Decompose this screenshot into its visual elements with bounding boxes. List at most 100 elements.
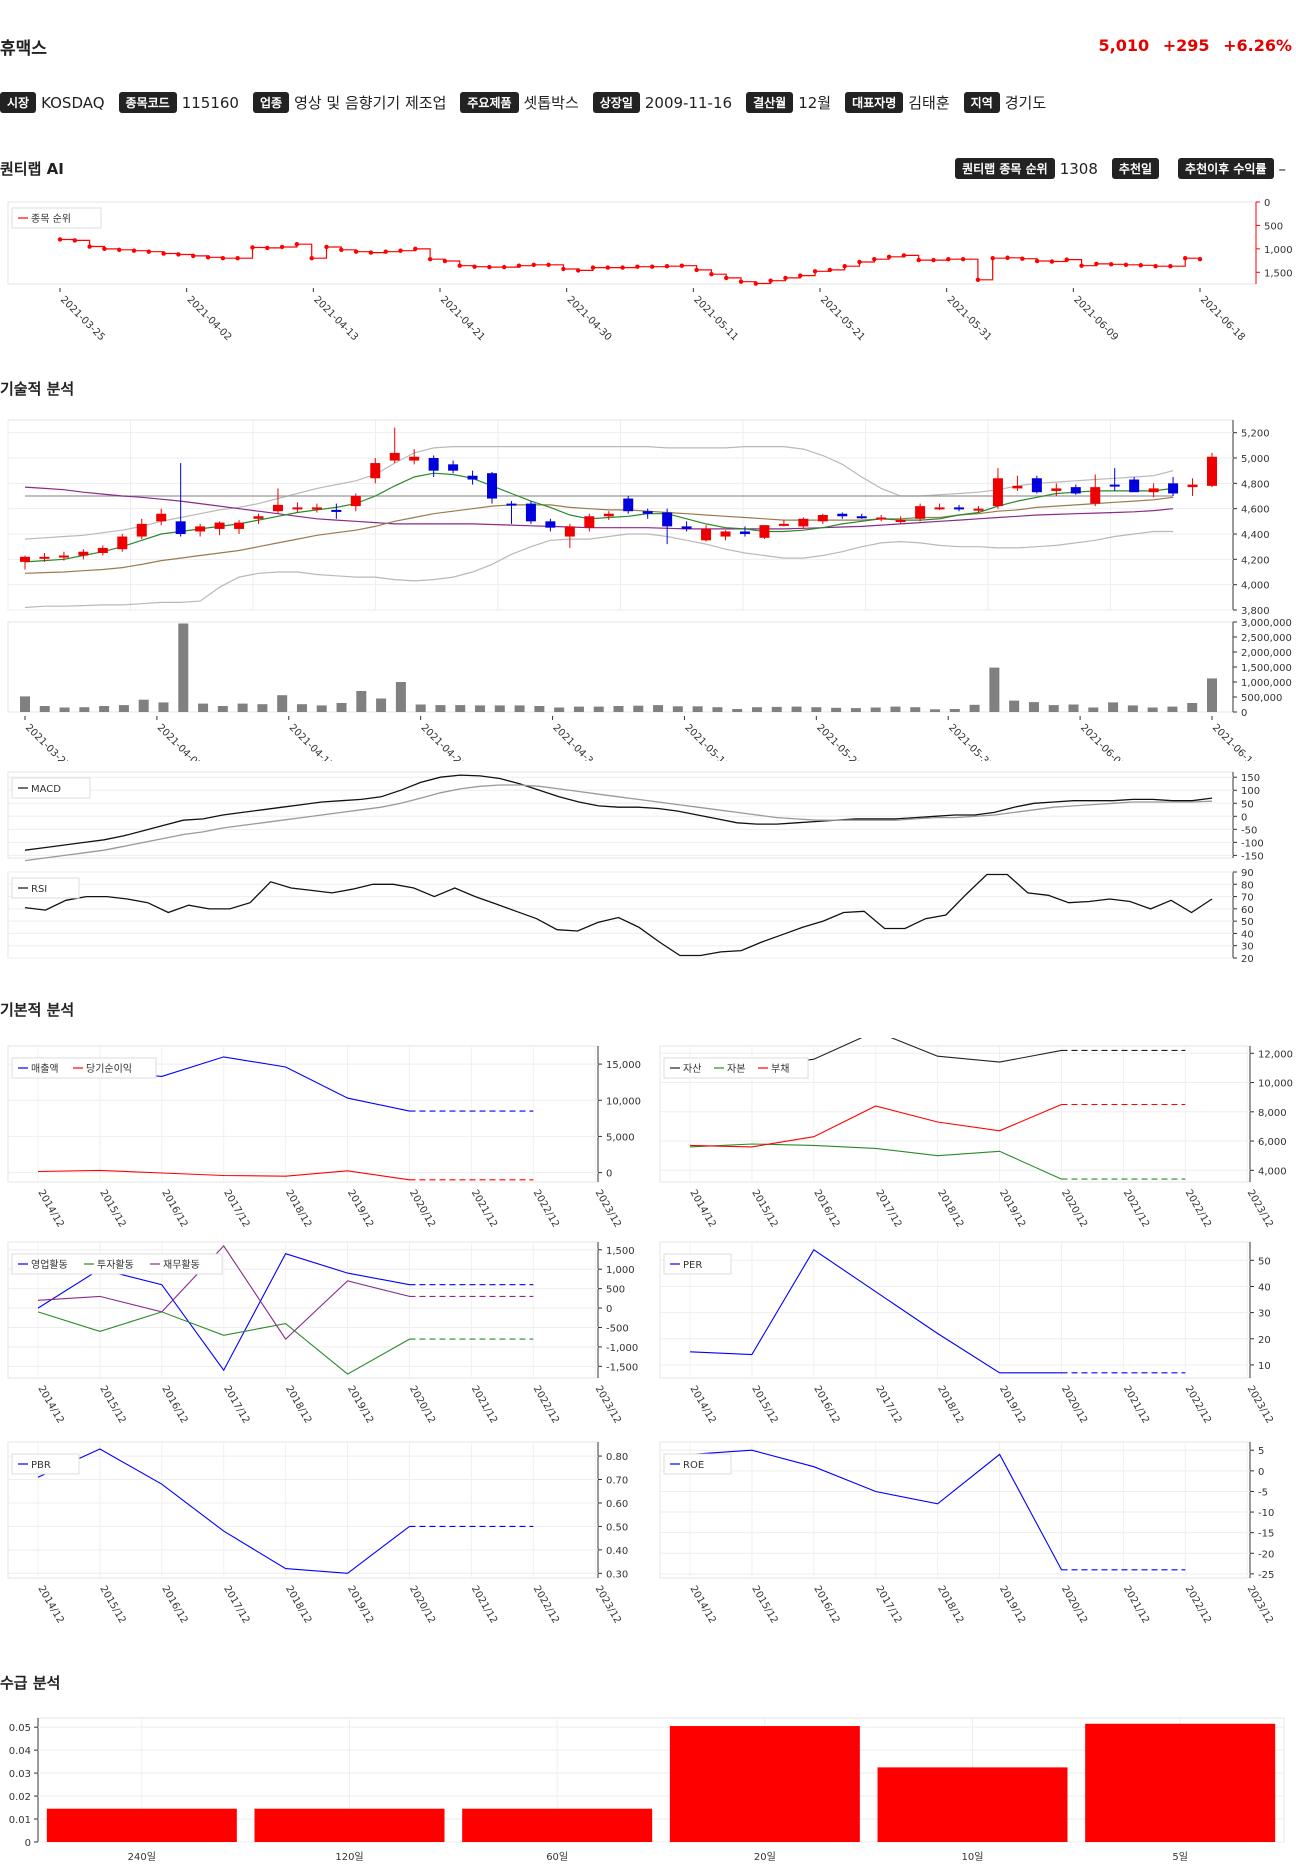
- candle-body: [739, 531, 750, 534]
- volume-bar: [257, 704, 268, 712]
- cashflow-y-tick-label: -1,500: [606, 1362, 638, 1373]
- candle-body: [623, 498, 634, 512]
- roe-legend: [663, 1453, 732, 1475]
- volume-bar: [633, 705, 644, 712]
- rank-point: [1138, 263, 1143, 268]
- region-tag: 지역: [963, 92, 1000, 113]
- volume-bar: [59, 707, 70, 712]
- supply-x-tick-label: 20일: [754, 1851, 776, 1863]
- price-bb-upper: [24, 446, 1174, 540]
- roe-y-tick-label: 5: [1258, 1446, 1264, 1457]
- candle-body: [1129, 479, 1140, 493]
- rsi-y-tick-label: 20: [1241, 954, 1254, 964]
- pbr-frame: [7, 1441, 599, 1579]
- volume-bar: [1009, 700, 1020, 712]
- roe-x-tick-label: 2014/12: [687, 1584, 717, 1625]
- rank-point: [1197, 256, 1203, 262]
- cashflow-legend-label: 영업활동: [31, 1258, 68, 1271]
- candle-body: [136, 523, 147, 537]
- volume-x-tick-label: 2021-04-30: [550, 722, 599, 761]
- rank-point: [931, 257, 936, 263]
- rank-point: [975, 277, 981, 282]
- balance-line-2: [689, 1103, 1062, 1148]
- per-legend-label: PER: [683, 1260, 702, 1271]
- rank-point: [1049, 259, 1055, 264]
- current-price: 5,010: [1098, 36, 1150, 55]
- supply-bar: [254, 1808, 445, 1842]
- candle-body: [409, 456, 420, 461]
- balance-legend-label: 자본: [727, 1063, 745, 1075]
- volume-bar: [1147, 707, 1158, 712]
- rsi-y-tick-label: 30: [1241, 942, 1254, 953]
- rank-point: [279, 244, 285, 250]
- price-y-tick-label: 5,200: [1241, 429, 1270, 440]
- volume-bar: [910, 707, 921, 712]
- per-x-tick-label: 2015/12: [749, 1384, 779, 1425]
- rank-point: [146, 249, 152, 254]
- volume-x-tick-label: 2021-06-09: [1078, 722, 1127, 761]
- candle-body: [350, 496, 361, 507]
- volume-bar: [1048, 705, 1059, 712]
- cashflow-y-tick-label: 500: [606, 1285, 625, 1296]
- rank-x-tick-label: 2021-04-21: [438, 294, 487, 343]
- volume-bar: [514, 705, 525, 712]
- rank-x-tick-label: 2021-04-02: [185, 294, 234, 343]
- rank-y-tick-label: 1,000: [1264, 245, 1293, 256]
- per-frame: [659, 1241, 1251, 1379]
- rank-point: [561, 266, 566, 272]
- rank-point: [1094, 261, 1099, 267]
- candle-body: [1070, 487, 1081, 494]
- candle-body: [117, 536, 128, 550]
- candle-body: [78, 551, 89, 556]
- ceo-value: 김태훈: [908, 94, 950, 112]
- supply-title: 수급 분석: [0, 1674, 61, 1692]
- candle-body: [506, 503, 517, 506]
- rank-point: [1168, 263, 1173, 269]
- cashflow-x-tick-label: 2022/12: [531, 1384, 561, 1425]
- cashflow-y-tick-label: -1,000: [606, 1343, 638, 1354]
- rank-point: [368, 250, 374, 255]
- per-y-tick-label: 10: [1258, 1361, 1271, 1372]
- candle-body: [973, 508, 984, 511]
- industry-tag: 업종: [252, 92, 290, 113]
- volume-bar: [1187, 703, 1198, 712]
- roe-x-tick-label: 2018/12: [935, 1584, 965, 1625]
- per-y-tick-label: 20: [1258, 1335, 1271, 1346]
- supply-y-tick-label: 0.03: [9, 1769, 31, 1780]
- rank-x-tick-label: 2021-06-09: [1071, 294, 1120, 343]
- supply-y-tick-label: 0.01: [9, 1815, 31, 1826]
- volume-bar: [672, 706, 683, 712]
- roe-x-tick-label: 2021/12: [1121, 1584, 1151, 1625]
- rank-point: [1153, 263, 1158, 269]
- rank-point: [872, 256, 877, 262]
- volume-bar: [930, 709, 941, 712]
- candle-body: [954, 507, 965, 510]
- roe-x-tick-label: 2023/12: [1245, 1584, 1275, 1625]
- rank-point: [650, 264, 655, 269]
- cashflow-y-tick-label: -500: [606, 1323, 629, 1334]
- supply-y-tick-label: 0.04: [9, 1746, 31, 1757]
- roe-y-tick-label: -25: [1258, 1570, 1274, 1581]
- rank-point: [131, 248, 137, 253]
- candle-body: [992, 478, 1003, 507]
- volume-bar: [455, 705, 466, 712]
- volume-bar: [79, 707, 90, 712]
- volume-bar: [435, 705, 446, 712]
- rsi-legend-label: RSI: [31, 884, 47, 895]
- volume-bar: [1167, 706, 1178, 712]
- roe-y-tick-label: 0: [1258, 1467, 1264, 1478]
- sales-x-tick-label: 2021/12: [469, 1188, 499, 1229]
- rank-point: [265, 245, 270, 251]
- per-x-tick-label: 2019/12: [997, 1384, 1027, 1425]
- volume-x-tick-label: 2021-03-25: [23, 722, 72, 761]
- candle-body: [214, 522, 225, 529]
- region-value: 경기도: [1004, 94, 1047, 112]
- price-ma-mid: [24, 496, 1174, 574]
- volume-bar: [1028, 702, 1039, 712]
- rank-point: [398, 248, 403, 253]
- volume-bar: [850, 708, 861, 712]
- candle-body: [1109, 484, 1120, 487]
- rsi-y-tick-label: 40: [1241, 929, 1254, 940]
- listing-date-tag: 상장일: [592, 92, 640, 113]
- pbr-y-tick-label: 0.60: [606, 1499, 628, 1510]
